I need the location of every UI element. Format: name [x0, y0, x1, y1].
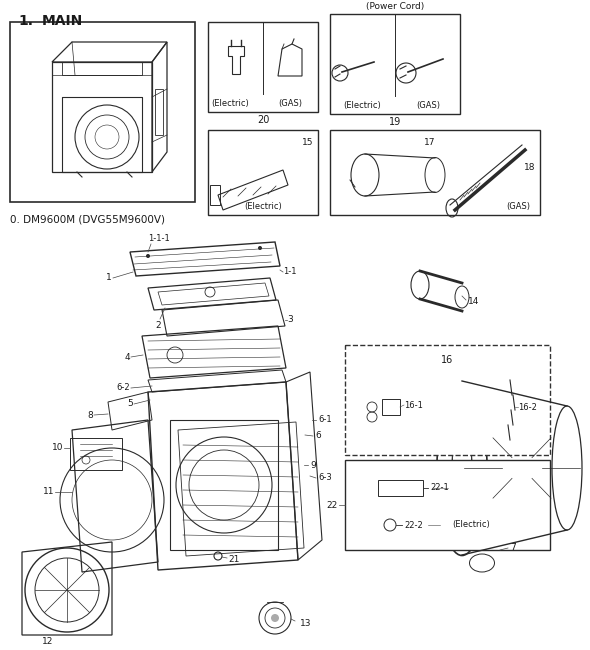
Text: 17: 17: [424, 138, 436, 147]
Text: 4: 4: [124, 352, 130, 361]
Bar: [10, 22, 195, 202]
Text: 7: 7: [510, 543, 516, 552]
Text: 6: 6: [315, 432, 321, 441]
Bar: [378, 480, 423, 496]
Text: 14: 14: [468, 298, 479, 307]
Text: 20: 20: [257, 115, 269, 125]
Text: 16-1: 16-1: [404, 400, 423, 410]
Text: 22-2: 22-2: [404, 521, 423, 530]
Text: (Electric): (Electric): [343, 101, 381, 110]
Bar: [155, 89, 163, 135]
Text: 0. DM9600M (DVG55M9600V): 0. DM9600M (DVG55M9600V): [10, 214, 165, 224]
Text: 2: 2: [155, 321, 160, 330]
Text: 6-2: 6-2: [116, 384, 130, 393]
Text: (Electric): (Electric): [452, 521, 490, 530]
Text: MAIN: MAIN: [42, 14, 83, 28]
Text: 1-1: 1-1: [283, 268, 297, 276]
Text: 6-3: 6-3: [318, 473, 332, 482]
Text: 22: 22: [327, 500, 338, 510]
Circle shape: [271, 614, 279, 622]
Text: (Power Cord): (Power Cord): [366, 2, 424, 11]
Bar: [170, 420, 278, 550]
Text: (GAS): (GAS): [506, 202, 530, 211]
Text: 18: 18: [523, 164, 535, 172]
Text: (Electric): (Electric): [211, 99, 249, 108]
Text: 1.: 1.: [18, 14, 33, 28]
Text: (Electric): (Electric): [244, 202, 282, 211]
Text: 5: 5: [127, 400, 133, 408]
Text: 1-1-1: 1-1-1: [148, 234, 170, 243]
Bar: [62, 62, 142, 75]
Text: 13: 13: [300, 619, 312, 627]
Bar: [208, 130, 318, 215]
Text: (GAS): (GAS): [416, 101, 440, 110]
Bar: [330, 14, 460, 114]
Bar: [330, 130, 540, 215]
Text: 11: 11: [42, 488, 54, 497]
Text: 21: 21: [228, 556, 240, 564]
Text: 22-1: 22-1: [430, 484, 449, 493]
Text: 12: 12: [42, 637, 53, 646]
Text: 10: 10: [51, 443, 63, 452]
Text: 6-1: 6-1: [318, 415, 332, 424]
Circle shape: [146, 254, 150, 258]
Text: 16: 16: [441, 355, 453, 365]
Bar: [382, 399, 400, 415]
Text: 9: 9: [310, 460, 316, 469]
Bar: [70, 438, 122, 470]
Circle shape: [258, 246, 262, 250]
Bar: [208, 22, 318, 112]
Text: 8: 8: [87, 411, 93, 419]
Text: 3: 3: [287, 315, 293, 324]
Text: (GAS): (GAS): [278, 99, 302, 108]
Text: 1: 1: [106, 274, 112, 283]
Text: 16-2: 16-2: [518, 402, 537, 411]
Bar: [345, 345, 550, 455]
Text: 19: 19: [389, 117, 401, 127]
Bar: [62, 97, 142, 172]
Text: 15: 15: [301, 138, 313, 147]
Bar: [345, 460, 550, 550]
